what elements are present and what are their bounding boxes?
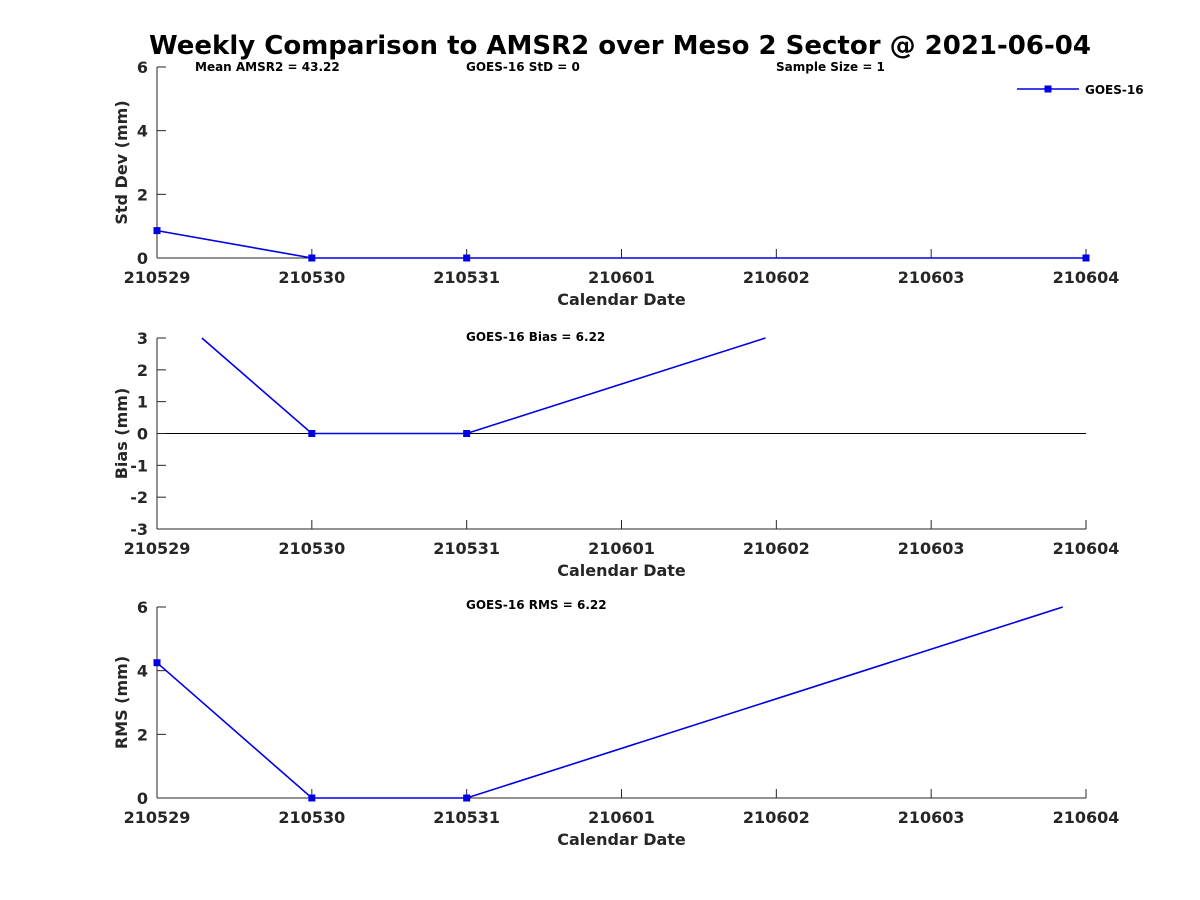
stat-annotation: GOES-16 StD = 0 xyxy=(466,60,580,74)
subplot-rms: 210529 210530 210531 210601 210602 210603 2106… xyxy=(112,598,1119,849)
x-tick-label: 210603 xyxy=(898,268,965,287)
x-tick-label: 210531 xyxy=(433,539,500,558)
x-tick-label: 210529 xyxy=(124,539,191,558)
y-tick-label: 3 xyxy=(137,329,148,348)
subplot-bias: 210529 210530 210531 210601 210602 210603 2106… xyxy=(112,329,1119,580)
legend: GOES-16 xyxy=(1017,83,1144,97)
y-tick-label: 4 xyxy=(137,662,148,681)
y-tick-label: 4 xyxy=(137,122,148,141)
y-tick-label: 2 xyxy=(137,185,148,204)
chart-title: Weekly Comparison to AMSR2 over Meso 2 S… xyxy=(149,31,1091,61)
data-point-marker xyxy=(463,794,471,802)
series-line-goes16 xyxy=(156,229,1086,259)
y-axis-label: Std Dev (mm) xyxy=(112,100,131,224)
x-tick-label: 210529 xyxy=(124,268,191,287)
data-point-marker xyxy=(463,254,471,262)
x-tick-label: 210530 xyxy=(278,808,345,827)
x-tick-label: 210604 xyxy=(1053,539,1120,558)
legend-label: GOES-16 xyxy=(1085,83,1144,97)
x-tick-label: 210602 xyxy=(743,808,810,827)
stat-annotation: GOES-16 Bias = 6.22 xyxy=(466,330,605,344)
stat-annotation: GOES-16 RMS = 6.22 xyxy=(466,598,607,612)
x-tick-label: 210601 xyxy=(588,808,655,827)
data-point-marker xyxy=(1082,254,1090,262)
x-tick-label: 210531 xyxy=(433,268,500,287)
x-tick-label: 210603 xyxy=(898,539,965,558)
x-tick-label: 210601 xyxy=(588,539,655,558)
y-tick-label: -3 xyxy=(130,520,148,539)
stat-annotation: Mean AMSR2 = 43.22 xyxy=(195,60,340,74)
x-axis-label: Calendar Date xyxy=(557,561,686,580)
x-axis-label: Calendar Date xyxy=(557,290,686,309)
x-tick-label: 210603 xyxy=(898,808,965,827)
y-tick-label: 1 xyxy=(137,393,148,412)
x-tick-label: 210602 xyxy=(743,268,810,287)
y-axis-label: RMS (mm) xyxy=(112,656,131,749)
data-point-marker xyxy=(308,794,316,802)
x-tick-label: 210530 xyxy=(278,268,345,287)
x-axis-label: Calendar Date xyxy=(557,830,686,849)
data-point-marker xyxy=(463,430,471,437)
series-line-goes16 xyxy=(201,337,766,435)
x-tick-label: 210604 xyxy=(1053,808,1120,827)
y-tick-label: 0 xyxy=(137,789,148,808)
x-tick-label: 210531 xyxy=(433,808,500,827)
y-tick-label: 2 xyxy=(137,361,148,380)
subplot-std_dev: 210529 210530 210531 210601 210602 210603 2106… xyxy=(112,58,1144,309)
legend-marker xyxy=(1044,85,1052,93)
y-tick-label: 0 xyxy=(137,249,148,268)
y-tick-label: 0 xyxy=(137,425,148,444)
x-tick-label: 210529 xyxy=(124,808,191,827)
x-tick-label: 210602 xyxy=(743,539,810,558)
y-axis-label: Bias (mm) xyxy=(112,388,131,480)
y-tick-label: 6 xyxy=(137,58,148,77)
y-tick-label: -1 xyxy=(130,456,148,475)
x-tick-label: 210530 xyxy=(278,539,345,558)
subplots-container: 210529 210530 210531 210601 210602 210603 2106… xyxy=(112,58,1144,849)
data-point-marker xyxy=(308,254,316,262)
y-tick-label: 6 xyxy=(137,598,148,617)
x-tick-label: 210604 xyxy=(1053,268,1120,287)
y-tick-label: -2 xyxy=(130,488,148,507)
y-tick-label: 2 xyxy=(137,725,148,744)
stat-annotation: Sample Size = 1 xyxy=(776,60,885,74)
data-point-marker xyxy=(153,659,161,667)
series-line-goes16 xyxy=(156,606,1064,799)
data-point-marker xyxy=(308,430,316,437)
x-tick-label: 210601 xyxy=(588,268,655,287)
data-point-marker xyxy=(153,227,161,235)
